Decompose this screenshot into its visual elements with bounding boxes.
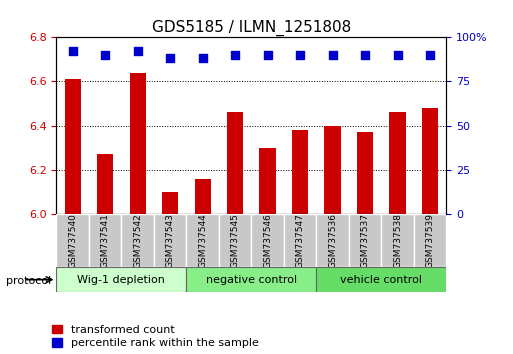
Bar <box>97 154 113 214</box>
Point <box>426 52 434 58</box>
Text: vehicle control: vehicle control <box>340 275 422 285</box>
Bar <box>227 113 243 214</box>
Bar <box>65 79 81 214</box>
Point <box>133 48 142 54</box>
Text: Wig-1 depletion: Wig-1 depletion <box>77 275 165 285</box>
Bar <box>284 214 317 267</box>
Point <box>199 56 207 61</box>
Point <box>166 56 174 61</box>
Bar <box>186 267 317 292</box>
Text: GSM737544: GSM737544 <box>198 213 207 268</box>
Bar <box>162 192 179 214</box>
Bar <box>89 214 122 267</box>
Bar <box>154 214 186 267</box>
Point <box>328 52 337 58</box>
Bar <box>389 113 406 214</box>
Bar <box>56 214 89 267</box>
Bar <box>317 267 446 292</box>
Text: GSM737537: GSM737537 <box>361 213 369 268</box>
Bar <box>194 179 211 214</box>
Bar <box>122 214 154 267</box>
Bar <box>357 132 373 214</box>
Bar <box>292 130 308 214</box>
Point <box>296 52 304 58</box>
Legend: transformed count, percentile rank within the sample: transformed count, percentile rank withi… <box>52 325 259 348</box>
Text: GSM737545: GSM737545 <box>231 213 240 268</box>
Point <box>393 52 402 58</box>
Bar <box>422 108 438 214</box>
Text: GSM737546: GSM737546 <box>263 213 272 268</box>
Point <box>264 52 272 58</box>
Text: GSM737538: GSM737538 <box>393 213 402 268</box>
Bar <box>349 214 381 267</box>
Bar <box>414 214 446 267</box>
Bar <box>129 73 146 214</box>
Text: GSM737540: GSM737540 <box>68 213 77 268</box>
Text: GSM737541: GSM737541 <box>101 213 110 268</box>
Bar <box>56 267 186 292</box>
Text: GSM737547: GSM737547 <box>295 213 305 268</box>
Bar <box>186 214 219 267</box>
Bar <box>324 126 341 214</box>
Title: GDS5185 / ILMN_1251808: GDS5185 / ILMN_1251808 <box>152 19 351 36</box>
Bar <box>219 214 251 267</box>
Point <box>361 52 369 58</box>
Bar <box>251 214 284 267</box>
Text: GSM737536: GSM737536 <box>328 213 337 268</box>
Point <box>231 52 239 58</box>
Point <box>101 52 109 58</box>
Bar <box>260 148 275 214</box>
Text: GSM737542: GSM737542 <box>133 213 142 268</box>
Bar <box>317 214 349 267</box>
Text: protocol: protocol <box>6 276 51 286</box>
Text: GSM737539: GSM737539 <box>426 213 435 268</box>
Text: negative control: negative control <box>206 275 297 285</box>
Bar <box>381 214 414 267</box>
Point <box>69 48 77 54</box>
Text: GSM737543: GSM737543 <box>166 213 174 268</box>
